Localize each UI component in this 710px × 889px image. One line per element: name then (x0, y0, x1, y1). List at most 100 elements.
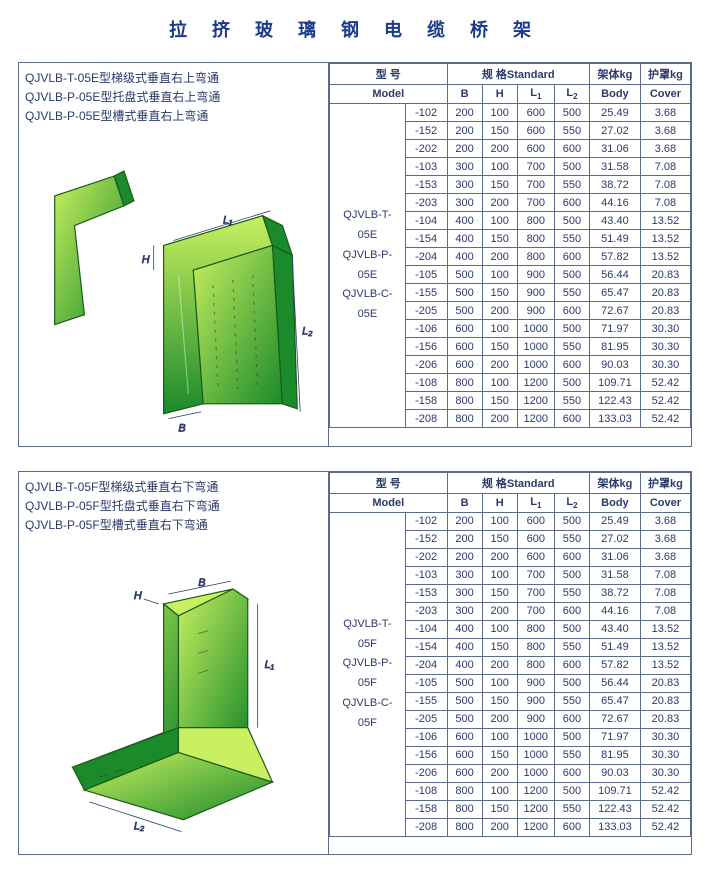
cell: 150 (482, 338, 517, 356)
cell: 71.97 (589, 728, 640, 746)
cell: 600 (554, 602, 589, 620)
cell: 200 (482, 710, 517, 728)
cell: 150 (482, 746, 517, 764)
cell: 13.52 (640, 638, 690, 656)
hdr-body-en: Body (589, 493, 640, 512)
cell: 3.68 (640, 122, 690, 140)
cell: 1200 (517, 782, 554, 800)
cell: 100 (482, 782, 517, 800)
hdr-spec: 规 格Standard (447, 64, 589, 85)
cell: 900 (517, 674, 554, 692)
cell: 600 (554, 818, 589, 836)
cell: -152 (405, 530, 447, 548)
cell: 550 (554, 230, 589, 248)
cell: -208 (405, 410, 447, 428)
model-line: QJVLB-T-05E (334, 206, 401, 246)
cell: 600 (517, 104, 554, 122)
hdr-L1: L1 (517, 85, 554, 104)
cell: 900 (517, 710, 554, 728)
cell: 90.03 (589, 356, 640, 374)
hdr-B: B (447, 493, 482, 512)
cell: 44.16 (589, 602, 640, 620)
cell: 150 (482, 122, 517, 140)
cell: 7.08 (640, 158, 690, 176)
cell: 90.03 (589, 764, 640, 782)
hdr-cover: 护罩kg (640, 64, 690, 85)
cell: 200 (482, 656, 517, 674)
cell: 7.08 (640, 176, 690, 194)
cell: -154 (405, 230, 447, 248)
cell: 700 (517, 566, 554, 584)
cell: 200 (482, 764, 517, 782)
cell: -105 (405, 674, 447, 692)
cell: 13.52 (640, 620, 690, 638)
cell: -203 (405, 194, 447, 212)
cell: 30.30 (640, 356, 690, 374)
cell: -202 (405, 548, 447, 566)
cell: 20.83 (640, 302, 690, 320)
cell: 3.68 (640, 548, 690, 566)
cell: 31.06 (589, 140, 640, 158)
cell: 200 (447, 530, 482, 548)
model-line: QJVLB-P-05E (334, 246, 401, 286)
cell: 300 (447, 176, 482, 194)
cell: 550 (554, 176, 589, 194)
cell: 7.08 (640, 566, 690, 584)
hdr-body: 架体kg (589, 64, 640, 85)
hdr-L2: L2 (554, 85, 589, 104)
svg-text:B: B (178, 422, 185, 434)
cell: 600 (447, 338, 482, 356)
cell: 31.58 (589, 158, 640, 176)
product-desc-line: QJVLB-P-05E型槽式垂直右上弯通 (25, 107, 322, 126)
cell: 150 (482, 692, 517, 710)
hdr-cover-en: Cover (640, 85, 690, 104)
cell: 700 (517, 602, 554, 620)
cell: 30.30 (640, 728, 690, 746)
cell: -103 (405, 566, 447, 584)
cell: 122.43 (589, 800, 640, 818)
cell: 1200 (517, 392, 554, 410)
cell: 200 (447, 104, 482, 122)
cell: 500 (554, 104, 589, 122)
cell: 500 (554, 158, 589, 176)
cell: 7.08 (640, 584, 690, 602)
cell: 1000 (517, 728, 554, 746)
spec-table: 型 号 规 格Standard 架体kg 护罩kg Model B H L1 L… (329, 63, 691, 428)
cell: 100 (482, 320, 517, 338)
panel-right: 型 号 规 格Standard 架体kg 护罩kg Model B H L1 L… (329, 472, 691, 855)
cell: 52.42 (640, 392, 690, 410)
cell: 150 (482, 284, 517, 302)
cell: -205 (405, 302, 447, 320)
cell: -155 (405, 284, 447, 302)
cell: 900 (517, 284, 554, 302)
cell: 200 (482, 248, 517, 266)
cell: 72.67 (589, 302, 640, 320)
cell: 20.83 (640, 692, 690, 710)
cell: 900 (517, 266, 554, 284)
cell: -203 (405, 602, 447, 620)
cell: 56.44 (589, 674, 640, 692)
cell: 200 (447, 122, 482, 140)
cell: -104 (405, 620, 447, 638)
cell: 300 (447, 158, 482, 176)
cell: 500 (554, 620, 589, 638)
table-row: QJVLB-T-05EQJVLB-P-05EQJVLB-C-05E-102200… (330, 104, 691, 122)
cell: -204 (405, 248, 447, 266)
cell: 400 (447, 248, 482, 266)
cell: 1200 (517, 410, 554, 428)
cell: 700 (517, 158, 554, 176)
cell: 65.47 (589, 692, 640, 710)
cell: 600 (554, 656, 589, 674)
cell: 700 (517, 176, 554, 194)
cell: 109.71 (589, 782, 640, 800)
cell: 150 (482, 638, 517, 656)
cell: 550 (554, 284, 589, 302)
cell: 500 (554, 674, 589, 692)
cell: 200 (482, 302, 517, 320)
hdr-L2: L2 (554, 493, 589, 512)
model-cell: QJVLB-T-05FQJVLB-P-05FQJVLB-C-05F (330, 512, 406, 836)
cell: 550 (554, 638, 589, 656)
cell: 52.42 (640, 800, 690, 818)
cell: 550 (554, 530, 589, 548)
cell: 43.40 (589, 212, 640, 230)
